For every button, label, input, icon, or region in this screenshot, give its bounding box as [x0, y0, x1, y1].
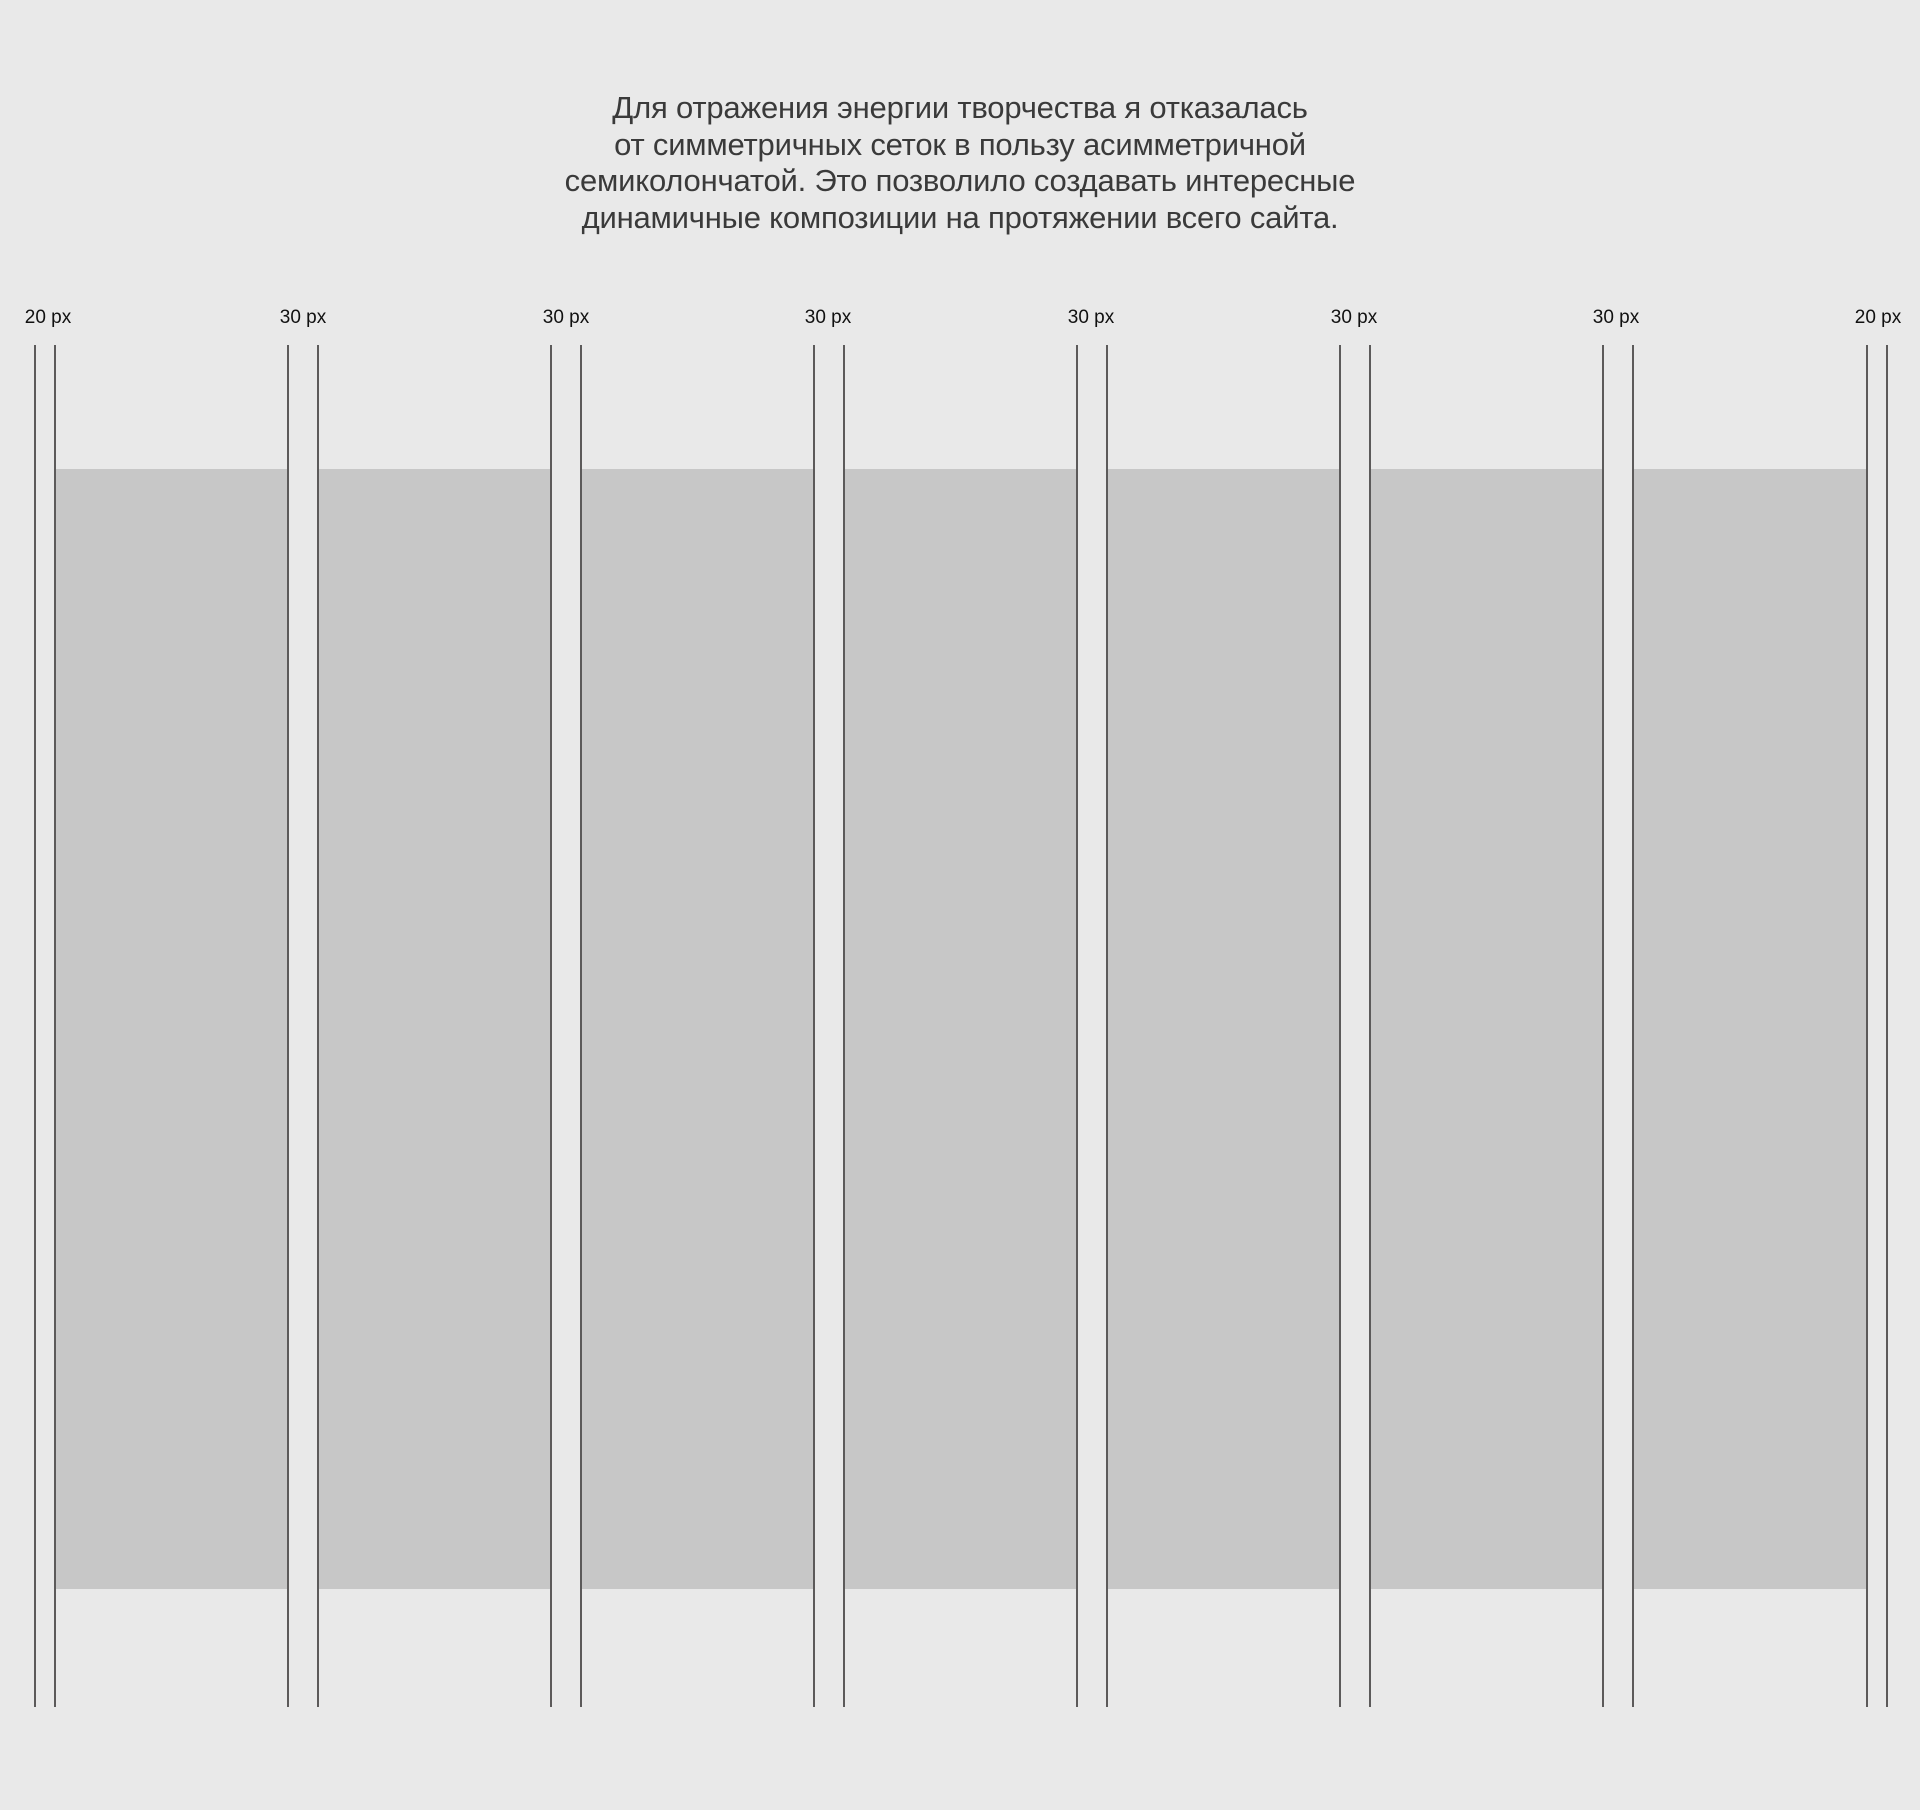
gutter-guide-line	[1369, 345, 1371, 1707]
gutter-guide-line	[813, 345, 815, 1707]
grid-column-2	[318, 469, 551, 1589]
intro-line: Для отражения энергии творчества я отказ…	[612, 90, 1308, 125]
intro-line: от симметричных сеток в пользу асимметри…	[614, 126, 1306, 162]
gutter-guide-line	[550, 345, 552, 1707]
gutter-guide-line	[287, 345, 289, 1707]
grid-column-6	[1370, 469, 1603, 1589]
gutter-guide-line	[1076, 345, 1078, 1707]
grid-column-1	[55, 469, 288, 1589]
gutter-guide-line	[1106, 345, 1108, 1707]
intro-text: Для отражения энергии творчества я отказ…	[0, 90, 1920, 236]
gutter-guide-line	[1632, 345, 1634, 1707]
gutter-guide-line	[843, 345, 845, 1707]
margin-guide-line	[54, 345, 56, 1707]
margin-guide-line	[1866, 345, 1868, 1707]
margin-label-right: 20 px	[1854, 307, 1902, 328]
gutter-label: 30 px	[279, 307, 327, 328]
grid-column-5	[1107, 469, 1340, 1589]
margin-label-left: 20 px	[24, 307, 72, 328]
margin-guide-line	[1886, 345, 1888, 1707]
grid-column-4	[844, 469, 1076, 1589]
gutter-guide-line	[580, 345, 582, 1707]
gutter-guide-line	[1339, 345, 1341, 1707]
grid-column-7	[1633, 469, 1866, 1589]
grid-column-3	[581, 469, 813, 1589]
gutter-label: 30 px	[1592, 307, 1640, 328]
margin-guide-line	[34, 345, 36, 1707]
gutter-label: 30 px	[542, 307, 590, 328]
gutter-label: 30 px	[804, 307, 852, 328]
gutter-guide-line	[1602, 345, 1604, 1707]
gutter-guide-line	[317, 345, 319, 1707]
gutter-label: 30 px	[1330, 307, 1378, 328]
intro-line: семиколончатой. Это позволило создавать …	[564, 163, 1356, 198]
gutter-label: 30 px	[1067, 307, 1115, 328]
intro-line: динамичные композиции на протяжении всег…	[581, 199, 1339, 235]
